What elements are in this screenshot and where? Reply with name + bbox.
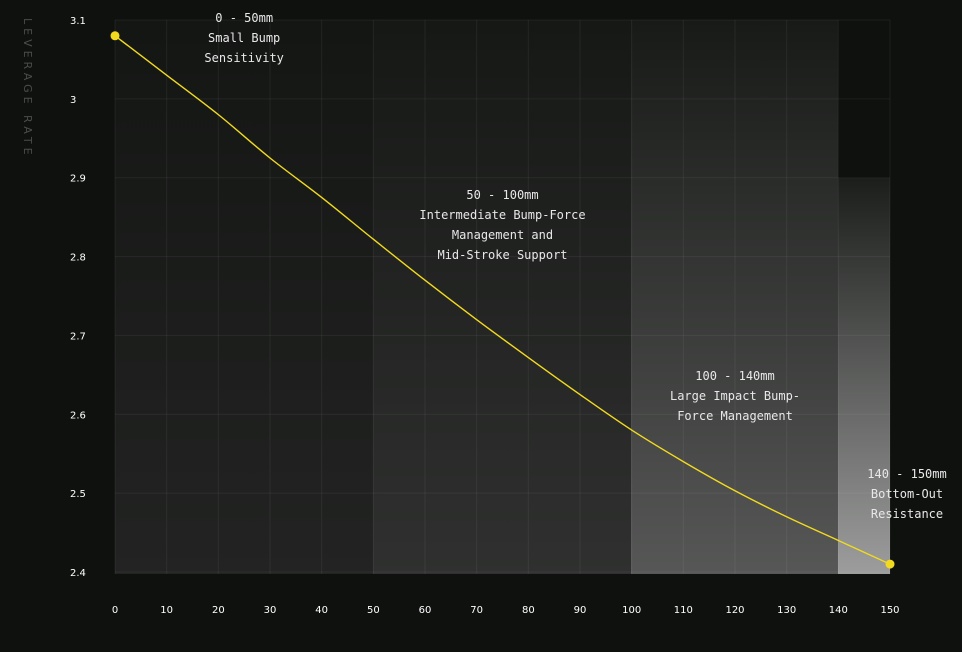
zone-label-line: Large Impact Bump-: [670, 389, 800, 403]
y-tick-label: 3.1: [70, 16, 86, 27]
x-tick-label: 10: [160, 605, 173, 616]
zone-label-line: Sensitivity: [204, 51, 283, 65]
zone-bg-0-50: [115, 20, 373, 574]
y-tick-label: 2.6: [70, 410, 86, 421]
x-tick-label: 140: [829, 605, 848, 616]
zone-label-group: 0 - 50mm Small Bump Sensitivity: [204, 11, 283, 65]
y-tick-label: 2.7: [70, 331, 86, 342]
zone-label-line: Force Management: [677, 409, 793, 423]
zone-label-group: 100 - 140mm Large Impact Bump- Force Manag…: [670, 369, 800, 423]
x-tick-label: 80: [522, 605, 535, 616]
zone-label-line: 100 - 140mm: [695, 369, 774, 383]
x-tick-label: 40: [315, 605, 328, 616]
y-tick-label: 2.8: [70, 253, 86, 264]
zone-bg-140-150: [838, 178, 890, 574]
y-tick-label: 3: [70, 95, 76, 106]
zone-label-line: Resistance: [871, 507, 943, 521]
zone-label-group: 50 - 100mm Intermediate Bump-Force Managem…: [419, 188, 585, 262]
y-tick-label: 2.9: [70, 174, 86, 185]
curve-endpoint-dot: [110, 31, 120, 41]
x-tick-label: 100: [622, 605, 641, 616]
x-tick-label: 0: [112, 605, 118, 616]
y-axis-label: LEVERAGE RATE: [21, 18, 34, 159]
zone-label-line: Management and: [452, 228, 553, 242]
zone-labels: 0 - 50mm Small Bump Sensitivity 50 - 100mm I…: [204, 11, 946, 521]
x-tick-label: 130: [777, 605, 796, 616]
x-tick-label: 20: [212, 605, 225, 616]
x-axis-ticks: 0 10 20 30 40 50 60 70 80 90 100 110 120 130 140 150: [112, 605, 900, 616]
zone-backgrounds: [115, 20, 890, 574]
zone-label-line: 0 - 50mm: [215, 11, 273, 25]
curve-endpoints: [110, 31, 895, 569]
grid-lines: [114, 19, 891, 574]
zone-label-line: 140 - 150mm: [867, 467, 946, 481]
zone-label-line: Mid-Stroke Support: [437, 248, 567, 262]
x-tick-label: 110: [674, 605, 693, 616]
x-tick-label: 60: [419, 605, 432, 616]
zone-label-group: 140 - 150mm Bottom-Out Resistance: [867, 467, 946, 521]
x-tick-label: 70: [470, 605, 483, 616]
curve-endpoint-dot: [885, 559, 895, 569]
zone-label-line: Intermediate Bump-Force: [419, 208, 585, 222]
x-tick-label: 150: [880, 605, 899, 616]
zone-bg-50-100: [373, 20, 631, 574]
x-tick-label: 50: [367, 605, 380, 616]
y-axis-ticks: 2.4 2.5 2.6 2.7 2.8 2.9 3 3.1: [70, 16, 86, 579]
zone-label-line: 50 - 100mm: [466, 188, 538, 202]
zone-label-line: Small Bump: [208, 31, 280, 45]
x-tick-label: 120: [725, 605, 744, 616]
x-tick-label: 30: [264, 605, 277, 616]
zone-bg-100-140: [631, 20, 838, 574]
x-tick-label: 90: [574, 605, 587, 616]
y-tick-label: 2.4: [70, 568, 86, 579]
zone-label-line: Bottom-Out: [871, 487, 943, 501]
leverage-curve: [114, 35, 891, 565]
y-tick-label: 2.5: [70, 489, 86, 500]
